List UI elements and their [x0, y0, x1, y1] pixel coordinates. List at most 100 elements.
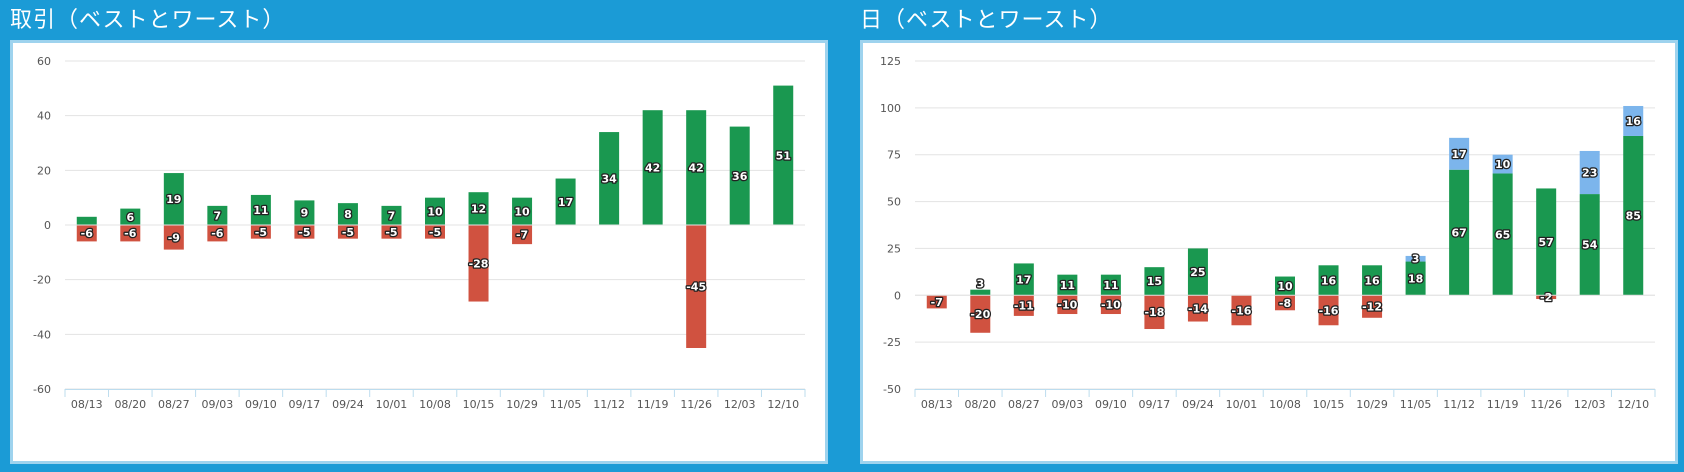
bar [120, 208, 141, 225]
bar [337, 203, 358, 225]
data-label: -16 [1232, 304, 1252, 317]
panel-title-days: 日（ベストとワースト） [860, 8, 1113, 33]
y-tick-label: 0 [894, 289, 901, 302]
bar [120, 225, 141, 242]
bar [425, 225, 445, 239]
data-label: 18 [1408, 272, 1423, 285]
x-tick-label: 11/19 [637, 398, 669, 411]
data-label: 8 [344, 208, 352, 221]
data-label: 7 [388, 209, 396, 222]
chart-days-svg: 125 100 75 50 25 0 -25 -50 08/13 08/20 08/27 09/03 0… [880, 55, 1656, 411]
data-label: 19 [166, 193, 181, 206]
data-label: -5 [429, 226, 441, 239]
data-label: -5 [342, 226, 354, 239]
data-label: -9 [168, 231, 180, 244]
bar [1100, 295, 1121, 315]
data-label: -14 [1188, 302, 1208, 315]
bar [163, 173, 184, 225]
data-label: -6 [211, 227, 224, 240]
data-label: 23 [1582, 167, 1597, 180]
data-label: 10 [1495, 158, 1511, 171]
bar [1579, 150, 1600, 195]
bar [76, 216, 97, 225]
bar [1013, 263, 1034, 296]
bar [729, 126, 750, 225]
bar [926, 295, 947, 309]
data-label: -45 [686, 281, 706, 294]
bar [425, 197, 445, 225]
data-label: 42 [645, 162, 660, 175]
x-tick-label: 11/26 [680, 398, 712, 411]
bar [1144, 267, 1165, 296]
data-label: 11 [1103, 279, 1118, 292]
bar [1449, 169, 1470, 296]
data-label: 3 [1412, 253, 1420, 266]
bar [1144, 295, 1165, 330]
x-tick-label: 08/27 [158, 398, 190, 411]
bar [76, 225, 97, 242]
y-tick-label: -20 [33, 274, 51, 287]
bar [207, 205, 228, 225]
bar [381, 205, 402, 225]
x-tick-label: 11/05 [550, 398, 582, 411]
data-label: 10 [514, 205, 530, 218]
data-label: 9 [301, 207, 309, 220]
data-label: 25 [1190, 266, 1205, 279]
bar [512, 225, 533, 245]
data-label: 16 [1321, 274, 1337, 287]
chart-trades: 60 40 20 0 -20 -40 -60 08/13 08/20 08/27 09/03 09/1… [10, 40, 828, 464]
data-label: 6 [126, 211, 134, 224]
data-label: -5 [298, 226, 310, 239]
data-label: 54 [1582, 239, 1598, 252]
x-tick-label: 12/10 [1617, 398, 1649, 411]
bar [970, 295, 991, 333]
bar [250, 225, 271, 239]
data-label: -11 [1014, 300, 1034, 313]
bar [1318, 295, 1339, 326]
x-tick-label: 09/24 [332, 398, 364, 411]
chart-days: 125 100 75 50 25 0 -25 -50 08/13 08/20 08/27 09/03 0… [860, 40, 1678, 464]
bar [1275, 295, 1295, 311]
data-label: 65 [1495, 228, 1510, 241]
x-tick-label: 08/27 [1008, 398, 1040, 411]
data-label: 11 [253, 204, 268, 217]
bar [642, 110, 663, 225]
bar [1362, 265, 1383, 296]
bar [1013, 295, 1034, 316]
panel-title-trades: 取引（ベストとワースト） [10, 8, 286, 33]
x-tick-label: 09/03 [202, 398, 234, 411]
y-tick-label: 40 [37, 110, 51, 123]
bar [970, 289, 991, 296]
x-tick-label: 10/01 [376, 398, 408, 411]
y-tick-label: 25 [887, 242, 901, 255]
x-tick-label: 08/20 [964, 398, 996, 411]
bar [512, 197, 533, 225]
bar [381, 225, 402, 239]
bar [686, 110, 707, 225]
x-tick-label: 09/03 [1052, 398, 1084, 411]
x-tick-label: 11/26 [1530, 398, 1562, 411]
data-label: -8 [1279, 297, 1291, 310]
bar [1057, 295, 1078, 315]
bar [337, 225, 358, 239]
data-label: 67 [1451, 226, 1466, 239]
y-tick-label: 20 [37, 164, 51, 177]
y-tick-label: 0 [44, 219, 51, 232]
x-tick-label: 08/13 [921, 398, 953, 411]
y-tick-label: 50 [887, 196, 901, 209]
bar [1318, 265, 1339, 296]
data-label: 36 [732, 170, 748, 183]
bar [294, 200, 315, 225]
bar [207, 225, 228, 242]
bar [773, 85, 794, 225]
x-tick-label: 12/03 [724, 398, 756, 411]
bar [1405, 255, 1426, 262]
bar [1536, 295, 1557, 300]
x-tick-label: 09/10 [1095, 398, 1127, 411]
data-label: 17 [1451, 148, 1466, 161]
data-label: 16 [1626, 115, 1642, 128]
bar [1405, 261, 1426, 296]
data-label: -6 [124, 227, 137, 240]
y-tick-label: 100 [880, 102, 901, 115]
data-label: 7 [214, 209, 222, 222]
